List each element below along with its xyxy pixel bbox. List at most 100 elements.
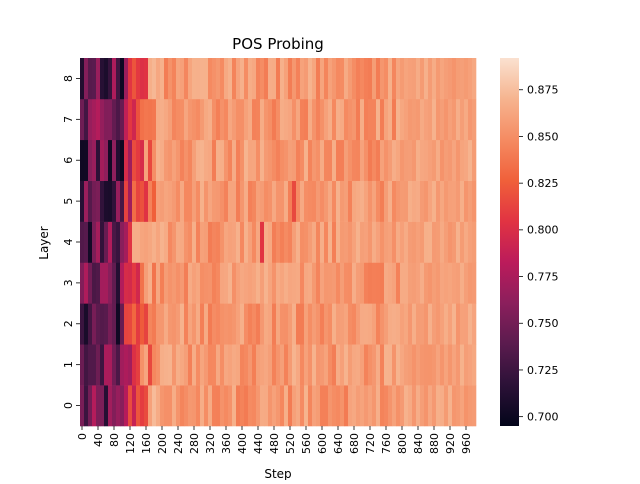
heatmap-cell <box>284 385 289 427</box>
heatmap-cell <box>372 58 377 100</box>
heatmap-cell <box>344 385 349 427</box>
heatmap-cell <box>364 221 369 263</box>
heatmap-cell <box>116 303 121 345</box>
heatmap-cell <box>88 303 93 345</box>
heatmap-cell <box>184 344 189 386</box>
heatmap-cell <box>176 180 181 222</box>
heatmap-cell <box>332 58 337 100</box>
heatmap-cell <box>260 221 265 263</box>
heatmap-cell <box>264 58 269 100</box>
heatmap-cell <box>464 98 469 141</box>
heatmap-cell <box>460 385 465 427</box>
heatmap-cell <box>456 221 461 263</box>
heatmap-cell <box>240 385 245 427</box>
heatmap-cell <box>208 139 213 181</box>
heatmap-cell <box>452 344 457 386</box>
heatmap-cell <box>248 180 253 222</box>
heatmap-cell <box>216 385 221 427</box>
heatmap-cell <box>364 344 369 386</box>
heatmap-cell <box>376 344 381 386</box>
heatmap-cell <box>140 385 145 427</box>
heatmap-cell <box>296 344 301 386</box>
heatmap-cell <box>300 98 305 141</box>
chart-title: POS Probing <box>232 35 324 53</box>
heatmap-cell <box>448 385 453 427</box>
heatmap-cell <box>172 139 177 181</box>
colorbar: 0.700 0.725 0.750 0.775 0.800 0.825 0.850 0.875 <box>500 58 559 426</box>
heatmap-cell <box>440 180 445 222</box>
heatmap-cell <box>448 98 453 141</box>
heatmap-cell <box>468 58 473 100</box>
heatmap-cell <box>320 98 325 141</box>
heatmap-cell <box>404 180 409 222</box>
heatmap-cell <box>352 180 357 222</box>
heatmap-cell <box>364 385 369 427</box>
heatmap-cell <box>136 221 141 263</box>
heatmap-cell <box>80 98 85 141</box>
x-tick-label: 0 <box>76 433 89 440</box>
heatmap-cell <box>128 139 133 181</box>
heatmap-cell <box>200 385 205 427</box>
heatmap-cell <box>292 180 297 222</box>
heatmap-cell <box>156 385 161 427</box>
heatmap-cell <box>272 303 277 345</box>
heatmap-cell <box>272 385 277 427</box>
heatmap-cell <box>332 139 337 181</box>
heatmap-cell <box>148 180 153 222</box>
heatmap-cell <box>372 344 377 386</box>
heatmap-cell <box>452 262 457 304</box>
heatmap-cell <box>252 98 257 141</box>
heatmap-cell <box>132 385 137 427</box>
heatmap-cell <box>456 262 461 304</box>
heatmap-cell <box>172 98 177 141</box>
heatmap-cell <box>284 221 289 263</box>
heatmap-cell <box>284 58 289 100</box>
heatmap-cell <box>332 262 337 304</box>
heatmap-cell <box>104 303 109 345</box>
heatmap-cell <box>248 344 253 386</box>
heatmap-cell <box>280 221 285 263</box>
heatmap-cell <box>264 303 269 345</box>
heatmap-cell <box>88 385 93 427</box>
heatmap-cell <box>420 262 425 304</box>
heatmap-cell <box>136 139 141 181</box>
colorbar-tick-label: 0.775 <box>527 270 559 283</box>
heatmap-cell <box>444 139 449 181</box>
x-tick-label: 160 <box>140 433 153 454</box>
heatmap-cell <box>228 344 233 386</box>
heatmap-cell <box>128 344 133 386</box>
heatmap-cell <box>124 139 129 181</box>
heatmap-cell <box>372 303 377 345</box>
heatmap-cell <box>468 180 473 222</box>
heatmap-cell <box>116 139 121 181</box>
heatmap-cell <box>108 303 113 345</box>
heatmap-cell <box>276 303 281 345</box>
heatmap-cell <box>388 303 393 345</box>
heatmap-cell <box>196 139 201 181</box>
heatmap-cell <box>168 385 173 427</box>
heatmap-cell <box>324 98 329 141</box>
heatmap-cell <box>384 344 389 386</box>
x-tick-label: 760 <box>380 433 393 454</box>
y-tick-label: 4 <box>62 239 75 246</box>
heatmap-cell <box>240 98 245 141</box>
heatmap-cell <box>132 303 137 345</box>
heatmap-cell <box>284 262 289 304</box>
heatmap-cell <box>296 385 301 427</box>
heatmap-cell <box>296 180 301 222</box>
heatmap-cell <box>404 58 409 100</box>
heatmap-cell <box>84 262 89 304</box>
heatmap-cell <box>428 139 433 181</box>
heatmap-cell <box>440 221 445 263</box>
heatmap-cell <box>192 139 197 181</box>
heatmap-cell <box>264 139 269 181</box>
heatmap-cell <box>200 303 205 345</box>
heatmap-cell <box>156 58 161 100</box>
heatmap-cell <box>172 344 177 386</box>
heatmap-cell <box>152 139 157 181</box>
heatmap-cell <box>380 385 385 427</box>
heatmap-cell <box>332 98 337 141</box>
heatmap-cell <box>200 262 205 304</box>
heatmap-cell <box>140 344 145 386</box>
heatmap-cell <box>236 344 241 386</box>
